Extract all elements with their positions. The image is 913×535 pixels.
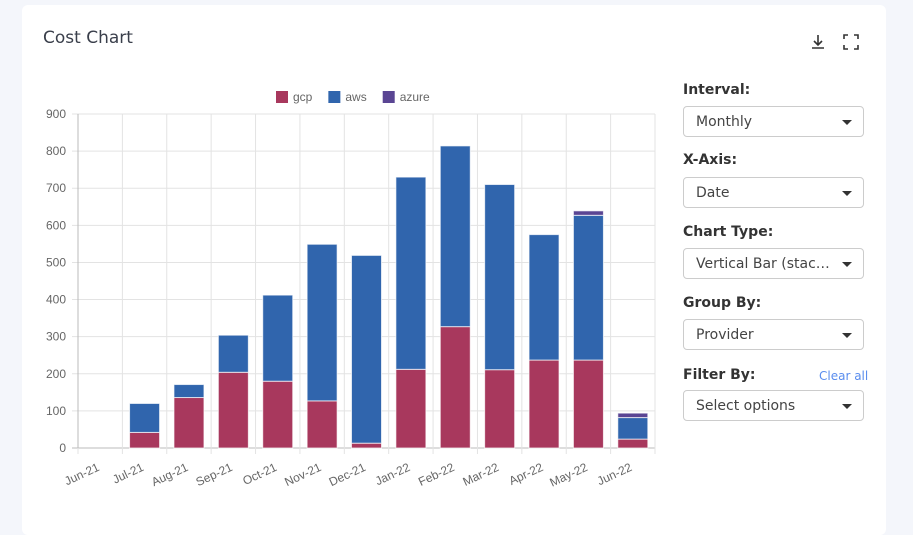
y-tick-label: 900	[46, 107, 66, 121]
chart-type-label: Chart Type:	[683, 224, 774, 240]
bar-aws	[262, 294, 294, 382]
bar-aws	[395, 176, 427, 370]
bar-gcp	[217, 371, 249, 449]
stacked-bar-chart: gcp aws azure 0 100 200 300 400 500 600 700 800 900 J…	[46, 90, 656, 490]
y-tick-label: 800	[46, 144, 66, 158]
legend-swatch-gcp	[276, 91, 288, 103]
x-tick-label: Sep-21	[194, 460, 235, 489]
y-tick-label: 700	[46, 181, 66, 195]
y-tick-label: 300	[46, 330, 66, 344]
group-by-value: Provider	[696, 327, 754, 343]
legend-swatch-azure	[382, 91, 395, 103]
bar-gcp	[173, 397, 205, 449]
interval-value: Monthly	[696, 114, 753, 130]
bar-aws	[129, 402, 161, 433]
y-tick-label: 200	[46, 367, 66, 381]
bar-gcp	[129, 431, 161, 449]
bar-gcp	[351, 442, 382, 449]
chart-type-select[interactable]: Vertical Bar (stacked)	[683, 248, 864, 279]
y-tick-label: 500	[46, 255, 66, 269]
x-axis-select[interactable]: Date	[683, 177, 864, 208]
x-tick-label: Jul-21	[110, 460, 146, 487]
bar-gcp	[306, 400, 338, 449]
chevron-down-icon	[842, 404, 852, 409]
bar-aws	[439, 145, 471, 328]
y-tick-label: 600	[46, 218, 66, 232]
chevron-down-icon	[842, 333, 852, 338]
y-tick-label: 400	[46, 293, 66, 307]
legend-label-aws: aws	[345, 90, 366, 104]
chevron-down-icon	[842, 262, 852, 267]
legend-swatch-aws	[328, 91, 341, 103]
bar-azure	[572, 210, 604, 216]
download-icon[interactable]	[809, 33, 827, 51]
clear-all-link[interactable]: Clear all	[819, 369, 869, 383]
group-by-label: Group By:	[683, 295, 762, 311]
x-tick-label: May-22	[548, 460, 590, 490]
bar-gcp	[528, 359, 560, 449]
bar-aws	[217, 334, 249, 373]
x-tick-label: Oct-21	[240, 460, 279, 488]
x-tick-label: Jun-22	[595, 460, 634, 488]
legend-label-gcp: gcp	[293, 90, 313, 104]
bar-gcp	[262, 380, 294, 449]
bar-azure	[617, 412, 649, 419]
x-tick-label: Jun-21	[62, 460, 101, 488]
bar-aws	[617, 417, 649, 440]
y-tick-label: 0	[59, 441, 66, 455]
legend-label-azure: azure	[400, 90, 430, 104]
chevron-down-icon	[842, 120, 852, 125]
chevron-down-icon	[842, 191, 852, 196]
interval-label: Interval:	[683, 82, 751, 98]
y-tick-label: 100	[46, 404, 66, 418]
bar-aws	[306, 243, 338, 402]
bar-gcp	[439, 326, 471, 449]
group-by-select[interactable]: Provider	[683, 319, 864, 350]
bar-aws	[572, 214, 604, 361]
x-tick-label: Dec-21	[327, 460, 368, 489]
x-axis-value: Date	[696, 185, 730, 201]
interval-select[interactable]: Monthly	[683, 106, 864, 137]
bar-gcp	[395, 368, 427, 449]
x-axis-label: X-Axis:	[683, 152, 738, 168]
x-tick-label: Feb-22	[416, 460, 457, 489]
x-tick-label: Jan-22	[373, 460, 412, 488]
fullscreen-icon[interactable]	[842, 33, 860, 51]
bar-aws	[484, 184, 516, 371]
bar-aws	[528, 234, 560, 361]
filter-by-select[interactable]: Select options	[683, 390, 864, 421]
x-tick-label: Apr-22	[507, 460, 546, 488]
bar-aws	[351, 254, 382, 444]
x-tick-label: Nov-21	[282, 460, 323, 489]
filter-by-label: Filter By:	[683, 367, 756, 383]
bar-gcp	[617, 438, 649, 449]
x-tick-label: Mar-22	[461, 460, 502, 489]
bar-aws	[173, 384, 205, 399]
bar-gcp	[484, 369, 516, 449]
x-tick-label: Aug-21	[149, 460, 190, 489]
chart-type-value: Vertical Bar (stacked)	[696, 256, 847, 272]
filter-by-value: Select options	[696, 398, 796, 414]
chart-title: Cost Chart	[43, 28, 133, 48]
bar-gcp	[572, 359, 604, 449]
